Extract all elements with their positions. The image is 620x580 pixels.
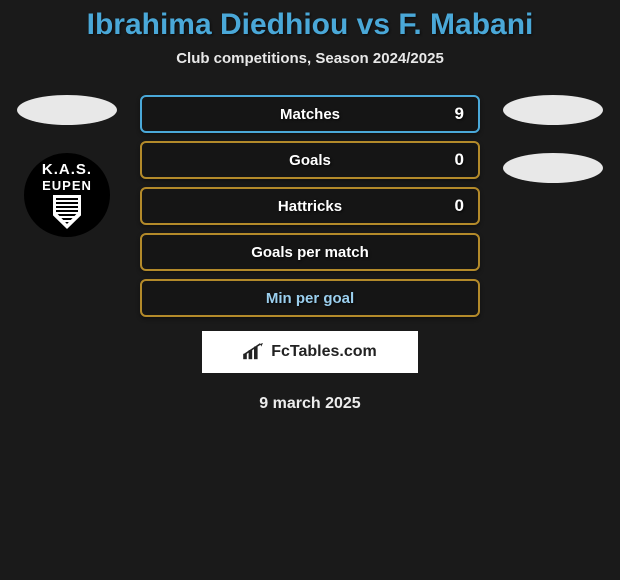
main-row: K.A.S. EUPEN Matches 9 Goals 0 Hattricks… bbox=[0, 95, 620, 317]
attribution-text: FcTables.com bbox=[271, 343, 377, 361]
stat-label: Min per goal bbox=[266, 290, 354, 307]
badge-shield-icon bbox=[53, 195, 81, 229]
right-column bbox=[498, 95, 608, 317]
comparison-card: Ibrahima Diedhiou vs F. Mabani Club comp… bbox=[0, 0, 620, 413]
stat-label: Goals bbox=[289, 152, 331, 169]
stat-row-hattricks: Hattricks 0 bbox=[140, 187, 480, 225]
badge-line2: EUPEN bbox=[42, 178, 92, 193]
player2-avatar-placeholder bbox=[503, 95, 603, 125]
eupen-badge: K.A.S. EUPEN bbox=[24, 153, 110, 237]
stat-label: Goals per match bbox=[251, 244, 369, 261]
badge-line1: K.A.S. bbox=[42, 161, 92, 178]
stat-row-matches: Matches 9 bbox=[140, 95, 480, 133]
stat-row-goals: Goals 0 bbox=[140, 141, 480, 179]
stat-row-goals-per-match: Goals per match bbox=[140, 233, 480, 271]
player1-club-badge: K.A.S. EUPEN bbox=[17, 153, 117, 237]
date-text: 9 march 2025 bbox=[0, 395, 620, 413]
player2-club-placeholder bbox=[503, 153, 603, 183]
stat-row-min-per-goal: Min per goal bbox=[140, 279, 480, 317]
stat-label: Matches bbox=[280, 106, 340, 123]
subtitle: Club competitions, Season 2024/2025 bbox=[0, 50, 620, 67]
stat-value: 9 bbox=[455, 104, 464, 124]
bar-chart-icon bbox=[243, 343, 265, 361]
player1-name: Ibrahima Diedhiou bbox=[87, 8, 349, 41]
player1-avatar-placeholder bbox=[17, 95, 117, 125]
page-title: Ibrahima Diedhiou vs F. Mabani bbox=[0, 8, 620, 42]
left-column: K.A.S. EUPEN bbox=[12, 95, 122, 317]
attribution-badge: FcTables.com bbox=[202, 331, 418, 373]
stat-value: 0 bbox=[455, 196, 464, 216]
stat-label: Hattricks bbox=[278, 198, 342, 215]
player2-name: F. Mabani bbox=[398, 8, 533, 41]
stat-value: 0 bbox=[455, 150, 464, 170]
vs-text: vs bbox=[357, 8, 390, 41]
stats-column: Matches 9 Goals 0 Hattricks 0 Goals per … bbox=[140, 95, 480, 317]
